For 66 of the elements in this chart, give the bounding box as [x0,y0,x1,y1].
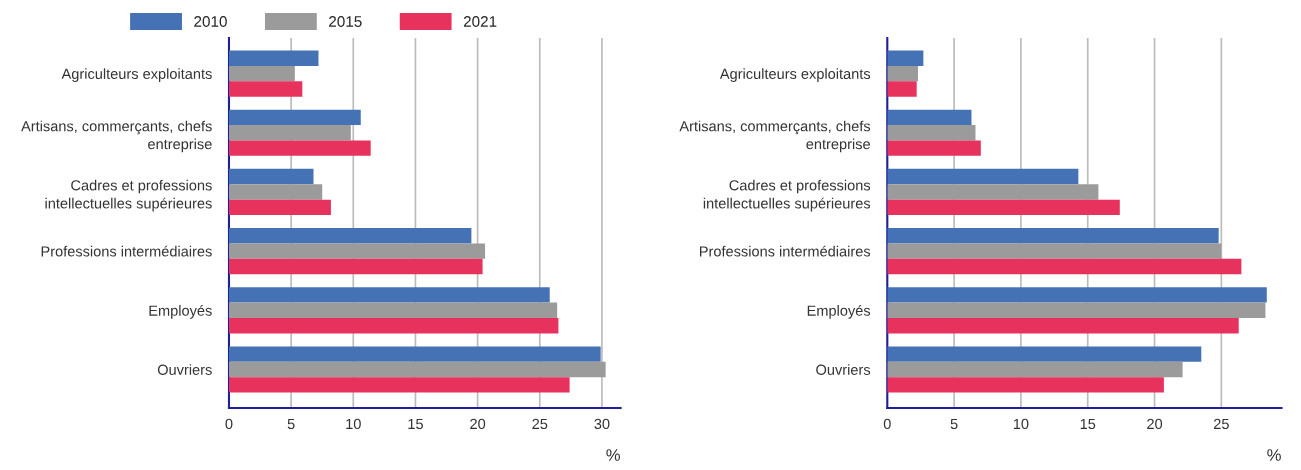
bar [228,377,570,393]
y-tick-label: Professions intermédiaires [699,245,871,257]
bar [228,258,483,275]
bar [887,228,1219,244]
x-tick-label: 0 [225,418,233,430]
y-tick-label: Ouvriers [157,364,212,375]
legend-label: 2015 [329,16,362,27]
y-tick-label: Professions intermédiaires [41,245,212,257]
x-tick-label: 20 [1147,418,1163,430]
x-tick-label: 15 [408,418,423,430]
bar [228,199,331,216]
x-tick-label: 25 [532,418,548,430]
bar [228,168,314,185]
bar [228,65,295,82]
bar [887,258,1242,275]
bar [887,65,919,82]
bar [887,199,1120,216]
x-tick-label: 5 [950,418,958,430]
bar [887,361,1183,378]
y-tick-label: Agriculteurs exploitants [719,68,871,82]
bar [887,184,1099,200]
legend-label: 2010 [194,16,227,27]
x-tick-label: 15 [1080,418,1096,430]
bar [228,318,559,334]
y-tick-label: Cadres et professions intellectuelles supérieures [703,179,871,212]
x-tick-label: 10 [346,418,361,430]
bar [887,125,976,141]
x-tick-label: 20 [470,418,486,430]
bar [887,318,1239,334]
bar [228,140,371,156]
bar [887,377,1164,393]
x-tick-label: 0 [883,418,891,430]
bar [887,50,924,66]
bar [228,50,319,66]
bar [887,287,1267,303]
y-tick-label: Cadres et professions intellectuelles supérieures [45,179,212,212]
bar [887,243,1222,259]
y-tick-label: Agriculteurs exploitants [61,68,212,82]
bar [228,287,550,303]
bar [887,302,1266,318]
bar [228,81,303,97]
y-tick-label: Employés [807,304,871,319]
legend-label: 2021 [463,16,497,27]
bar [228,228,472,244]
x-tick-label: 5 [287,418,295,430]
y-tick-label: Employés [149,304,212,319]
x-tick-label: 25 [1213,418,1229,430]
x-tick-label: 30 [594,418,610,430]
bar [887,168,1079,185]
bar [887,346,1202,362]
bar [887,140,981,156]
bar [228,109,361,126]
bar [228,125,351,141]
x-axis-title: % [606,449,620,461]
bar [228,243,486,259]
bar [228,302,558,318]
x-tick-label: 10 [1013,418,1029,430]
y-tick-label: Ouvriers [816,364,871,375]
bar [228,184,323,200]
y-tick-label: Artisans, commerçants, chefs entreprise [21,120,212,153]
bar [887,109,972,126]
x-axis-title: % [1267,449,1281,461]
bar [228,361,606,378]
y-tick-label: Artisans, commerçants, chefs entreprise [679,120,871,153]
bar [228,346,601,362]
bar [887,81,917,97]
